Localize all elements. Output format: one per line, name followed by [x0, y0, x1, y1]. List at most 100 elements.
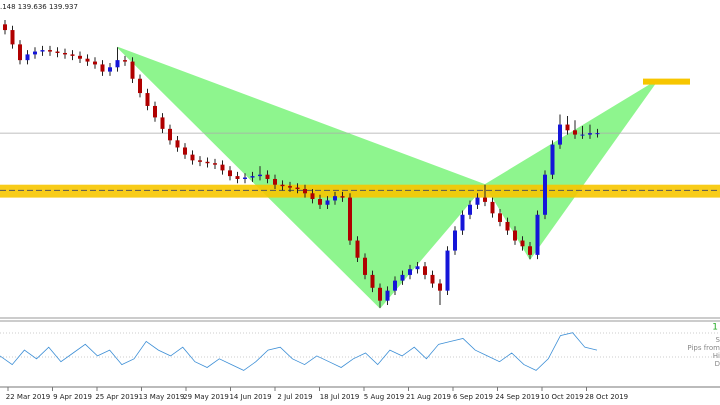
candle-body [385, 290, 390, 301]
candle-body [33, 51, 37, 55]
candle-body [190, 154, 195, 161]
candle-body [483, 197, 487, 202]
info-line: D [715, 360, 720, 368]
x-tick-label: 14 Jun 2019 [229, 393, 271, 401]
candle-body [48, 50, 52, 52]
candle-body [310, 193, 315, 200]
x-tick-label: 6 Sep 2019 [453, 393, 493, 401]
candle-body [273, 178, 277, 185]
candle-body [325, 200, 330, 205]
x-tick-label: 25 Apr 2019 [95, 393, 138, 401]
candle-body [505, 221, 510, 231]
x-tick-label: 28 Oct 2019 [585, 393, 628, 401]
candle-body [160, 117, 165, 129]
header-prices: .148 139.636 139.937 [0, 3, 78, 11]
candle-body [453, 230, 457, 251]
candle-body [400, 274, 405, 281]
candle-body [25, 54, 30, 61]
candle-body [333, 196, 337, 201]
candle-body [355, 240, 360, 258]
candle-body [243, 177, 247, 179]
candle-body [258, 174, 262, 177]
target-level [643, 78, 690, 85]
candle-body [573, 130, 577, 135]
candle-body [220, 164, 225, 171]
candle-body [3, 24, 7, 31]
candle-body [423, 266, 427, 275]
candle-body [588, 133, 592, 135]
candle-body [550, 144, 555, 175]
candle-body [198, 160, 202, 162]
candle-body [265, 174, 270, 179]
candle-body [168, 128, 172, 141]
candle-body [93, 61, 97, 65]
candle-body [490, 201, 495, 214]
candle-body [393, 280, 397, 291]
candle-body [543, 174, 547, 215]
candle-body [558, 124, 562, 145]
x-tick-label: 10 Oct 2019 [540, 393, 583, 401]
candle-body [250, 176, 255, 178]
oscillator-line [0, 332, 598, 371]
candle-body [430, 274, 435, 284]
candle-body [303, 189, 307, 194]
candle-body [535, 214, 540, 255]
info-line: Pips from [687, 344, 720, 352]
candle-body [475, 197, 480, 205]
candle-body [138, 78, 142, 94]
candle-body [205, 161, 210, 164]
candle-body [145, 93, 150, 106]
candle-body [78, 55, 82, 59]
candle-body [513, 230, 517, 241]
candle-body [340, 196, 345, 198]
candle-body [228, 170, 232, 177]
candle-body [40, 50, 45, 52]
candle-body [55, 51, 60, 53]
candle-body [18, 44, 22, 61]
candle-body [295, 187, 300, 189]
candle-body [280, 184, 285, 187]
candle-body [460, 214, 465, 231]
info-line: Hi [713, 352, 720, 360]
candle-body [70, 54, 75, 56]
x-tick-label: 9 Apr 2019 [53, 393, 92, 401]
x-tick-label: 13 May 2019 [139, 393, 185, 401]
x-tick-label: 24 Sep 2019 [495, 393, 539, 401]
candle-body [108, 67, 112, 72]
candle-body [123, 60, 127, 62]
candle-body [348, 197, 352, 241]
candle-body [498, 213, 502, 222]
candle-body [213, 163, 217, 165]
candle-body [565, 124, 570, 131]
support-zone [0, 184, 720, 198]
candle-body [85, 58, 90, 62]
candle-body [175, 140, 180, 148]
candle-body [183, 147, 187, 155]
info-count: 1 [712, 323, 718, 333]
info-line: S [716, 336, 720, 344]
x-tick-label: 22 Mar 2019 [6, 393, 50, 401]
candle-body [153, 105, 157, 118]
x-tick-label: 2 Jul 2019 [277, 393, 312, 401]
candle-body [445, 250, 450, 291]
candle-body [370, 274, 375, 288]
candle-body [438, 283, 442, 291]
candle-body [528, 246, 532, 255]
candle-body [595, 133, 600, 135]
candle-body [415, 266, 420, 270]
candle-body [115, 60, 120, 68]
candle-body [10, 30, 15, 45]
candle-body [318, 199, 322, 205]
candle-body [408, 269, 412, 275]
candle-body [235, 176, 240, 179]
candle-body [520, 240, 525, 247]
x-tick-label: 18 Jul 2019 [320, 393, 360, 401]
x-tick-label: 21 Aug 2019 [406, 393, 451, 401]
candle-body [378, 287, 382, 301]
pattern-triangle [117, 46, 486, 309]
candle-body [580, 134, 585, 136]
candle-body [100, 64, 105, 72]
x-tick-label: 5 Aug 2019 [364, 393, 404, 401]
candle-body [468, 204, 472, 215]
